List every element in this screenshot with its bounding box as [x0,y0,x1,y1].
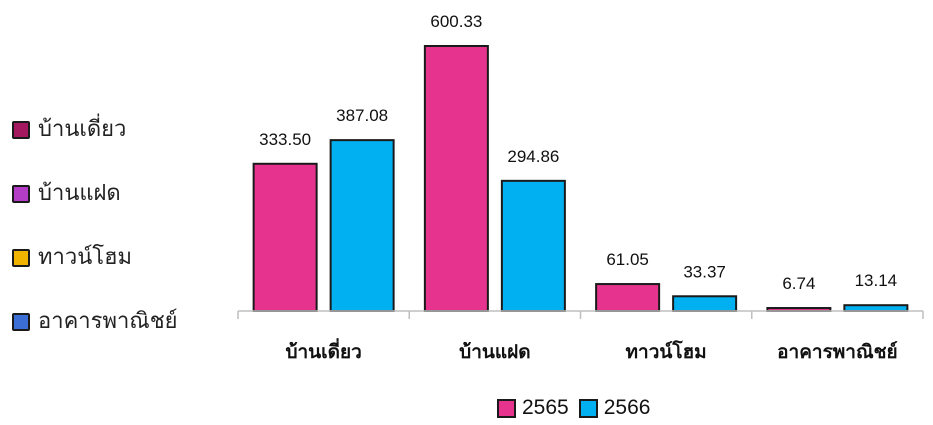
bar-2566 [329,139,395,312]
category-swatch [12,121,30,139]
bar-2565 [423,45,489,312]
bar-2565 [252,162,318,312]
series-swatch [578,398,598,418]
category-label: บ้านแฝด [459,341,530,363]
value-label: 294.86 [507,147,559,166]
bar-2566 [843,304,909,312]
category-legend-label: อาคารพาณิชย์ [38,309,178,334]
bar-2566 [672,295,738,312]
series-legend-label: 2565 [522,396,569,419]
category-label: บ้านเดี่ยว [285,338,361,363]
value-label: 13.14 [855,271,898,290]
category-swatch [12,185,30,203]
category-legend-item: ทาวน์โฮม [12,241,178,305]
category-legend-item: บ้านเดี่ยว [12,113,178,177]
value-label: 387.08 [336,106,388,125]
category-swatch [12,249,30,267]
series-swatch [497,398,516,418]
value-label: 6.74 [782,274,815,293]
category-swatch [12,313,30,331]
category-labels-layer: บ้านเดี่ยว บ้านแฝด ทาวน์โฮม อาคารพาณิชย์ [285,338,897,363]
value-label: 61.05 [606,250,649,269]
value-labels-layer: 333.50 387.08 600.33 294.86 61.05 33.37 6.74 13… [259,12,897,293]
series-legend-item: 2565 [497,396,569,420]
series-legend: 2565 2566 [497,396,660,420]
category-legend: บ้านเดี่ยว บ้านแฝด ทาวน์โฮม อาคารพาณิชย์ [12,113,178,369]
bars-layer [252,45,909,313]
value-label: 33.37 [683,262,726,281]
category-legend-item: อาคารพาณิชย์ [12,305,178,369]
category-label: ทาวน์โฮม [626,340,707,363]
series-legend-item: 2566 [578,396,651,420]
category-legend-label: บ้านเดี่ยว [38,117,127,142]
category-legend-label: ทาวน์โฮม [38,245,132,270]
value-label: 333.50 [259,130,311,149]
category-legend-label: บ้านแฝด [38,181,121,206]
category-legend-item: บ้านแฝด [12,177,178,241]
series-legend-label: 2566 [603,396,651,419]
bar-2566 [500,179,566,312]
value-label: 600.33 [430,12,482,31]
bar-2565 [595,283,661,313]
x-axis-ticks [237,311,924,319]
category-label: อาคารพาณิชย์ [777,341,898,363]
